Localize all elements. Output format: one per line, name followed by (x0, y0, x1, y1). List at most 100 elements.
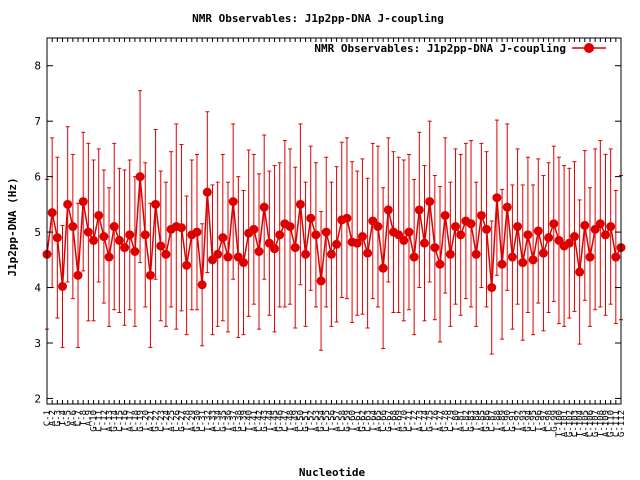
data-point (99, 232, 109, 242)
x-tick-label: A-85 (477, 410, 487, 432)
data-point (301, 249, 311, 259)
x-tick-label: G-102 (565, 410, 575, 437)
x-tick-label: C-1 (43, 410, 53, 426)
x-tick-label: T-48 (286, 410, 296, 432)
data-point (239, 258, 249, 268)
data-point (419, 238, 429, 248)
data-point (445, 249, 455, 259)
x-tick-label: G-83 (467, 410, 477, 432)
data-point (58, 281, 68, 291)
data-point (471, 249, 481, 259)
x-tick-label: T-20 (141, 410, 151, 432)
data-point (435, 259, 445, 269)
x-tick-label: G-70 (400, 410, 410, 432)
x-tick-label: A-77 (436, 410, 446, 432)
x-tick-label: T-84 (472, 410, 482, 432)
data-point (502, 202, 512, 212)
x-tick-label: A-33 (208, 410, 218, 432)
x-tick-label: G-94 (524, 410, 534, 432)
x-tick-label: A-109 (601, 410, 611, 437)
x-tick-label: T-92 (514, 410, 524, 432)
x-tick-label: C-47 (281, 410, 291, 432)
data-point (156, 241, 166, 251)
x-tick-label: A-37 (229, 410, 239, 432)
x-tick-label: C-90 (503, 410, 513, 432)
data-point (109, 222, 119, 232)
data-point (192, 227, 202, 237)
data-point (482, 224, 492, 234)
data-point (487, 283, 497, 293)
data-point (507, 252, 517, 262)
x-tick-label: A-93 (519, 410, 529, 432)
x-tick-label: C-39 (240, 410, 250, 432)
x-tick-label: C-74 (421, 410, 431, 432)
x-tick-label: T-28 (183, 410, 193, 432)
data-point (332, 239, 342, 249)
x-tick-label: A-57 (333, 410, 343, 432)
data-point (564, 238, 574, 248)
data-point (223, 252, 233, 262)
data-point (497, 259, 507, 269)
data-point (295, 199, 305, 209)
x-tick-label: C-111 (612, 410, 622, 437)
x-tick-label: T-64 (369, 410, 379, 432)
data-point (585, 252, 595, 262)
data-point (176, 223, 186, 233)
data-point (383, 205, 393, 215)
x-tick-label: G-67 (384, 410, 394, 432)
data-point (47, 208, 57, 218)
chart-title: NMR Observables: J1p2pp-DNA J-coupling (192, 12, 444, 25)
data-point (321, 227, 331, 237)
data-point (363, 248, 373, 258)
x-tick-label: G-14 (110, 410, 120, 432)
data-point (523, 230, 533, 240)
data-point (52, 233, 62, 243)
x-tick-label: T-8 (79, 410, 89, 426)
y-tick-label: 6 (34, 171, 41, 184)
error-bars (45, 90, 623, 355)
x-axis-label: Nucleotide (299, 466, 366, 479)
x-tick-label: A-9 (84, 410, 94, 426)
x-tick-label: G-46 (276, 410, 286, 432)
data-point (270, 244, 280, 254)
x-tick-label: G-19 (136, 410, 146, 432)
data-point (606, 222, 616, 232)
data-point (595, 219, 605, 229)
data-points (42, 172, 626, 293)
y-tick-label: 8 (34, 60, 41, 73)
x-tick-label: G-30 (193, 410, 203, 432)
y-axis-ticks: 2 3 4 5 6 7 8 (34, 60, 621, 405)
x-tick-label: A-81 (457, 410, 467, 432)
data-point (259, 202, 269, 212)
x-tick-label: A-89 (498, 410, 508, 432)
x-tick-label: C-98 (545, 410, 555, 432)
x-tick-label: C-87 (488, 410, 498, 432)
x-tick-label: G-43 (260, 410, 270, 432)
x-tick-label: A-73 (415, 410, 425, 432)
data-point (73, 270, 83, 280)
data-point (125, 230, 135, 240)
x-tick-label: G-54 (317, 410, 327, 432)
x-tick-label: T-60 (348, 410, 358, 432)
data-point (476, 210, 486, 220)
data-point (145, 270, 155, 280)
data-point (135, 172, 145, 182)
x-tick-label: C-7 (74, 410, 84, 426)
x-tick-label: G-75 (426, 410, 436, 432)
x-tick-label: G-99 (550, 410, 560, 432)
x-tick-label: T-16 (121, 410, 131, 432)
x-tick-label: G-91 (508, 410, 518, 432)
data-point (611, 252, 621, 262)
x-tick-label: A-65 (374, 410, 384, 432)
x-tick-label: G-59 (343, 410, 353, 432)
x-tick-label: C-15 (115, 410, 125, 432)
x-tick-label: A-25 (167, 410, 177, 432)
x-tick-label: G-112 (617, 410, 627, 437)
data-point (425, 197, 435, 207)
data-point (94, 210, 104, 220)
data-point (575, 267, 585, 277)
x-tick-label: A-61 (353, 410, 363, 432)
x-tick-label: A-2 (48, 410, 58, 426)
x-tick-label: A-53 (312, 410, 322, 432)
